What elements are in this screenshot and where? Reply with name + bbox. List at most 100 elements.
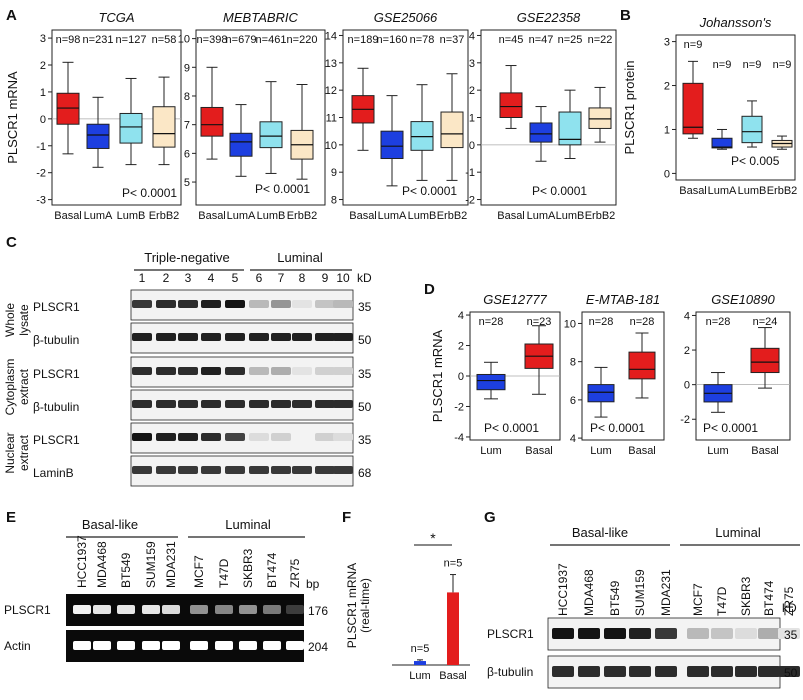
p-value: P< 0.0001 (532, 184, 587, 198)
lane-number: 6 (256, 271, 263, 285)
sample-count: n=5 (444, 558, 463, 570)
kd-unit-label: kD (782, 601, 797, 615)
blot-band (178, 367, 198, 375)
blot-band (178, 400, 198, 408)
blot-band (156, 466, 176, 474)
box-lumb (558, 111, 582, 146)
y-tick-label: 5 (184, 177, 190, 189)
y-tick-label: 8 (570, 357, 576, 369)
blot-row-label: β-tubulin (33, 400, 79, 414)
lane-label: BT474 (265, 552, 279, 588)
significance-star: * (430, 530, 436, 546)
blot-band (315, 466, 335, 474)
p-value: P< 0.0001 (122, 186, 177, 200)
panel-d-gse10890-boxplot: GSE10890 4 2 0 -2 n=28 Lum n=24 Basal P< 0.0001 (680, 292, 791, 457)
y-axis-label: PLSCR1 protein (622, 61, 637, 155)
blot-band (735, 628, 757, 639)
group-label-triple-negative: Triple-negative (144, 250, 230, 265)
panel-a-gse25066-boxplot: GSE25066 14 13 12 11 10 9 8 n=189 Basal n=160 LumA n… (325, 10, 469, 222)
y-tick-label: 10 (325, 140, 337, 152)
y-tick-label: 9 (331, 167, 337, 179)
x-tick-label: LumA (527, 210, 556, 222)
blot-band (201, 466, 221, 474)
lane-number: 9 (322, 271, 329, 285)
box-basal (628, 351, 656, 380)
blot-band (132, 400, 152, 408)
blot-band (578, 666, 600, 677)
gel-band (162, 641, 180, 650)
box-erbb2 (588, 107, 612, 129)
lane-label: T47D (715, 586, 729, 616)
kd-marker: 50 (784, 666, 798, 680)
y-tick-label: 9 (184, 62, 190, 74)
blot-band (629, 628, 651, 639)
lane-label: SUM159 (144, 541, 158, 588)
sample-count: n=24 (753, 316, 778, 328)
panel-letter-d: D (424, 281, 435, 298)
lane-label: SUM159 (633, 569, 647, 616)
blot-band (333, 367, 353, 375)
sample-count: n=23 (527, 316, 552, 328)
sample-count: n=9 (743, 59, 762, 71)
y-tick-label: -1 (36, 141, 46, 153)
blot-band (655, 666, 677, 677)
blot-section-label: extract (17, 434, 31, 471)
y-tick-label: 4 (570, 433, 576, 445)
y-tick-label: 7 (184, 120, 190, 132)
y-tick-label: 2 (40, 60, 46, 72)
x-tick-label: LumB (556, 210, 585, 222)
blot-band (292, 400, 312, 408)
plot-frame (675, 34, 796, 181)
blot-band (201, 300, 221, 308)
blot-row-label: β-tubulin (33, 333, 79, 347)
panel-d-emtab181-boxplot: E-MTAB-181 10 8 6 4 n=28 Lum n=28 Basal P< 0.0001 (564, 292, 665, 457)
blot-band (315, 300, 335, 308)
blot-band (156, 300, 176, 308)
bar-lum (414, 661, 426, 665)
sample-count: n=231 (83, 34, 114, 46)
group-label-luminal: Luminal (715, 525, 761, 540)
y-tick-label: 14 (325, 30, 337, 42)
box-lumb (119, 112, 143, 144)
y-tick-label: 2 (458, 341, 464, 353)
sample-count: n=9 (713, 59, 732, 71)
p-value: P< 0.0001 (703, 421, 758, 435)
gel-band (286, 605, 304, 614)
blot-band (156, 333, 176, 341)
y-tick-label: 4 (469, 30, 475, 42)
box-basal (56, 92, 80, 125)
lane-number: 10 (336, 271, 350, 285)
blot-band (778, 666, 800, 677)
gel-band (73, 605, 91, 614)
blot-section-label: Nuclear (3, 432, 17, 473)
y-tick-label: 1 (40, 87, 46, 99)
blot-band (132, 367, 152, 375)
group-label-basal-like: Basal-like (82, 517, 138, 532)
y-tick-label: 0 (684, 380, 690, 392)
box-lum (476, 373, 506, 391)
blot-band (315, 333, 335, 341)
sample-count: n=22 (588, 34, 613, 46)
blot-band (249, 433, 269, 441)
blot-band (225, 367, 245, 375)
sample-count: n=28 (589, 316, 614, 328)
blot-band (604, 628, 626, 639)
blot-band (292, 433, 312, 441)
blot-band (201, 433, 221, 441)
gel-row-label: Actin (4, 639, 31, 653)
blot-band (292, 300, 312, 308)
panel-c-western-blot: Triple-negative Luminal 1 2 3 4 5 6 7 8 9 10 kD Whole… (3, 250, 372, 487)
bar-basal (447, 592, 459, 665)
blot-row-label: PLSCR1 (33, 367, 80, 381)
lane-label: T47D (217, 558, 231, 588)
x-tick-label: Basal (439, 670, 467, 682)
blot-band (333, 466, 353, 474)
blot-band (201, 367, 221, 375)
group-label-basal-like: Basal-like (572, 525, 628, 540)
gel-band (215, 605, 233, 614)
blot-band (132, 333, 152, 341)
y-tick-label: 0 (40, 114, 46, 126)
panel-f-bar-chart: PLSCR1 mRNA (real-time) n=5 Lum n=5 Basal (345, 558, 470, 682)
blot-band (249, 400, 269, 408)
box-luma (711, 137, 733, 149)
